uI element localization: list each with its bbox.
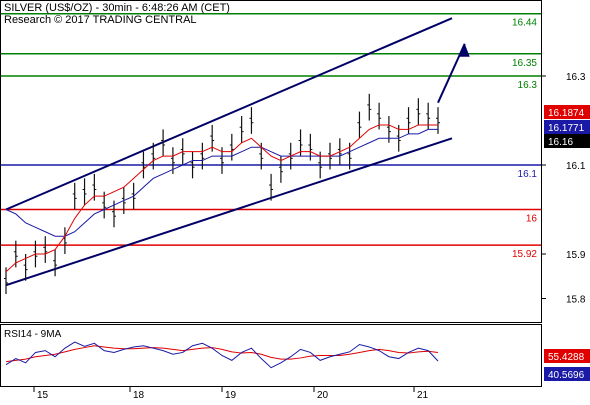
x-tick-label: 19 xyxy=(225,390,237,400)
level-label: 16 xyxy=(526,214,538,225)
x-axis: 15 18 19 20 21 xyxy=(33,387,429,401)
rsi-ma-line xyxy=(5,345,439,363)
rsi-marker-box xyxy=(544,367,590,381)
chart-title: SILVER (US$/OZ) - 30min - 6:48:26 AM (CE… xyxy=(4,2,230,14)
main-plot-frame xyxy=(0,0,542,323)
y-tick-label: 15.9 xyxy=(566,250,586,261)
moving-average-blue xyxy=(5,128,438,237)
price-marker-box xyxy=(544,120,590,134)
y-tick-label: 16.1 xyxy=(566,161,586,172)
y-tick-label: 16.3 xyxy=(566,72,586,83)
y-tick-label: 15.8 xyxy=(566,295,586,306)
rsi-plot-frame xyxy=(0,324,542,387)
rsi-marker-label: 40.5696 xyxy=(548,370,585,381)
rsi-marker-label: 55.4288 xyxy=(548,352,585,363)
price-marker-label: 16.16 xyxy=(548,137,573,148)
level-label: 16.44 xyxy=(512,18,537,29)
rsi-panel-title: RSI14 - 9MA xyxy=(4,329,62,340)
x-tick-label: 21 xyxy=(417,390,429,400)
level-label: 16.1 xyxy=(518,169,538,180)
price-marker-box xyxy=(544,105,590,119)
series-layer xyxy=(4,17,470,295)
level-label: 15.92 xyxy=(512,249,537,260)
moving-average-red xyxy=(5,124,438,273)
y-axis: 16.3 16.1 15.9 15.8 xyxy=(541,72,586,306)
level-label: 16.3 xyxy=(518,80,538,91)
rsi-line xyxy=(5,341,439,369)
price-marker-label: 16.1771 xyxy=(548,123,585,134)
price-markers: 16.1874 16.1771 16.16 xyxy=(544,105,590,148)
chart-subtitle: Research © 2017 TRADING CENTRAL xyxy=(4,14,197,26)
channel-lower xyxy=(5,137,453,287)
channel-upper xyxy=(5,17,453,211)
rsi-layer: 55.4288 40.5696 xyxy=(5,341,590,381)
x-tick-label: 15 xyxy=(37,390,49,400)
x-tick-label: 18 xyxy=(133,390,145,400)
x-tick-label: 20 xyxy=(317,390,329,400)
price-marker-label: 16.1874 xyxy=(548,108,585,119)
price-marker-box xyxy=(544,134,590,148)
rsi-marker-box xyxy=(544,349,590,363)
forecast-arrowhead xyxy=(458,43,470,57)
level-label: 16.35 xyxy=(512,58,537,69)
